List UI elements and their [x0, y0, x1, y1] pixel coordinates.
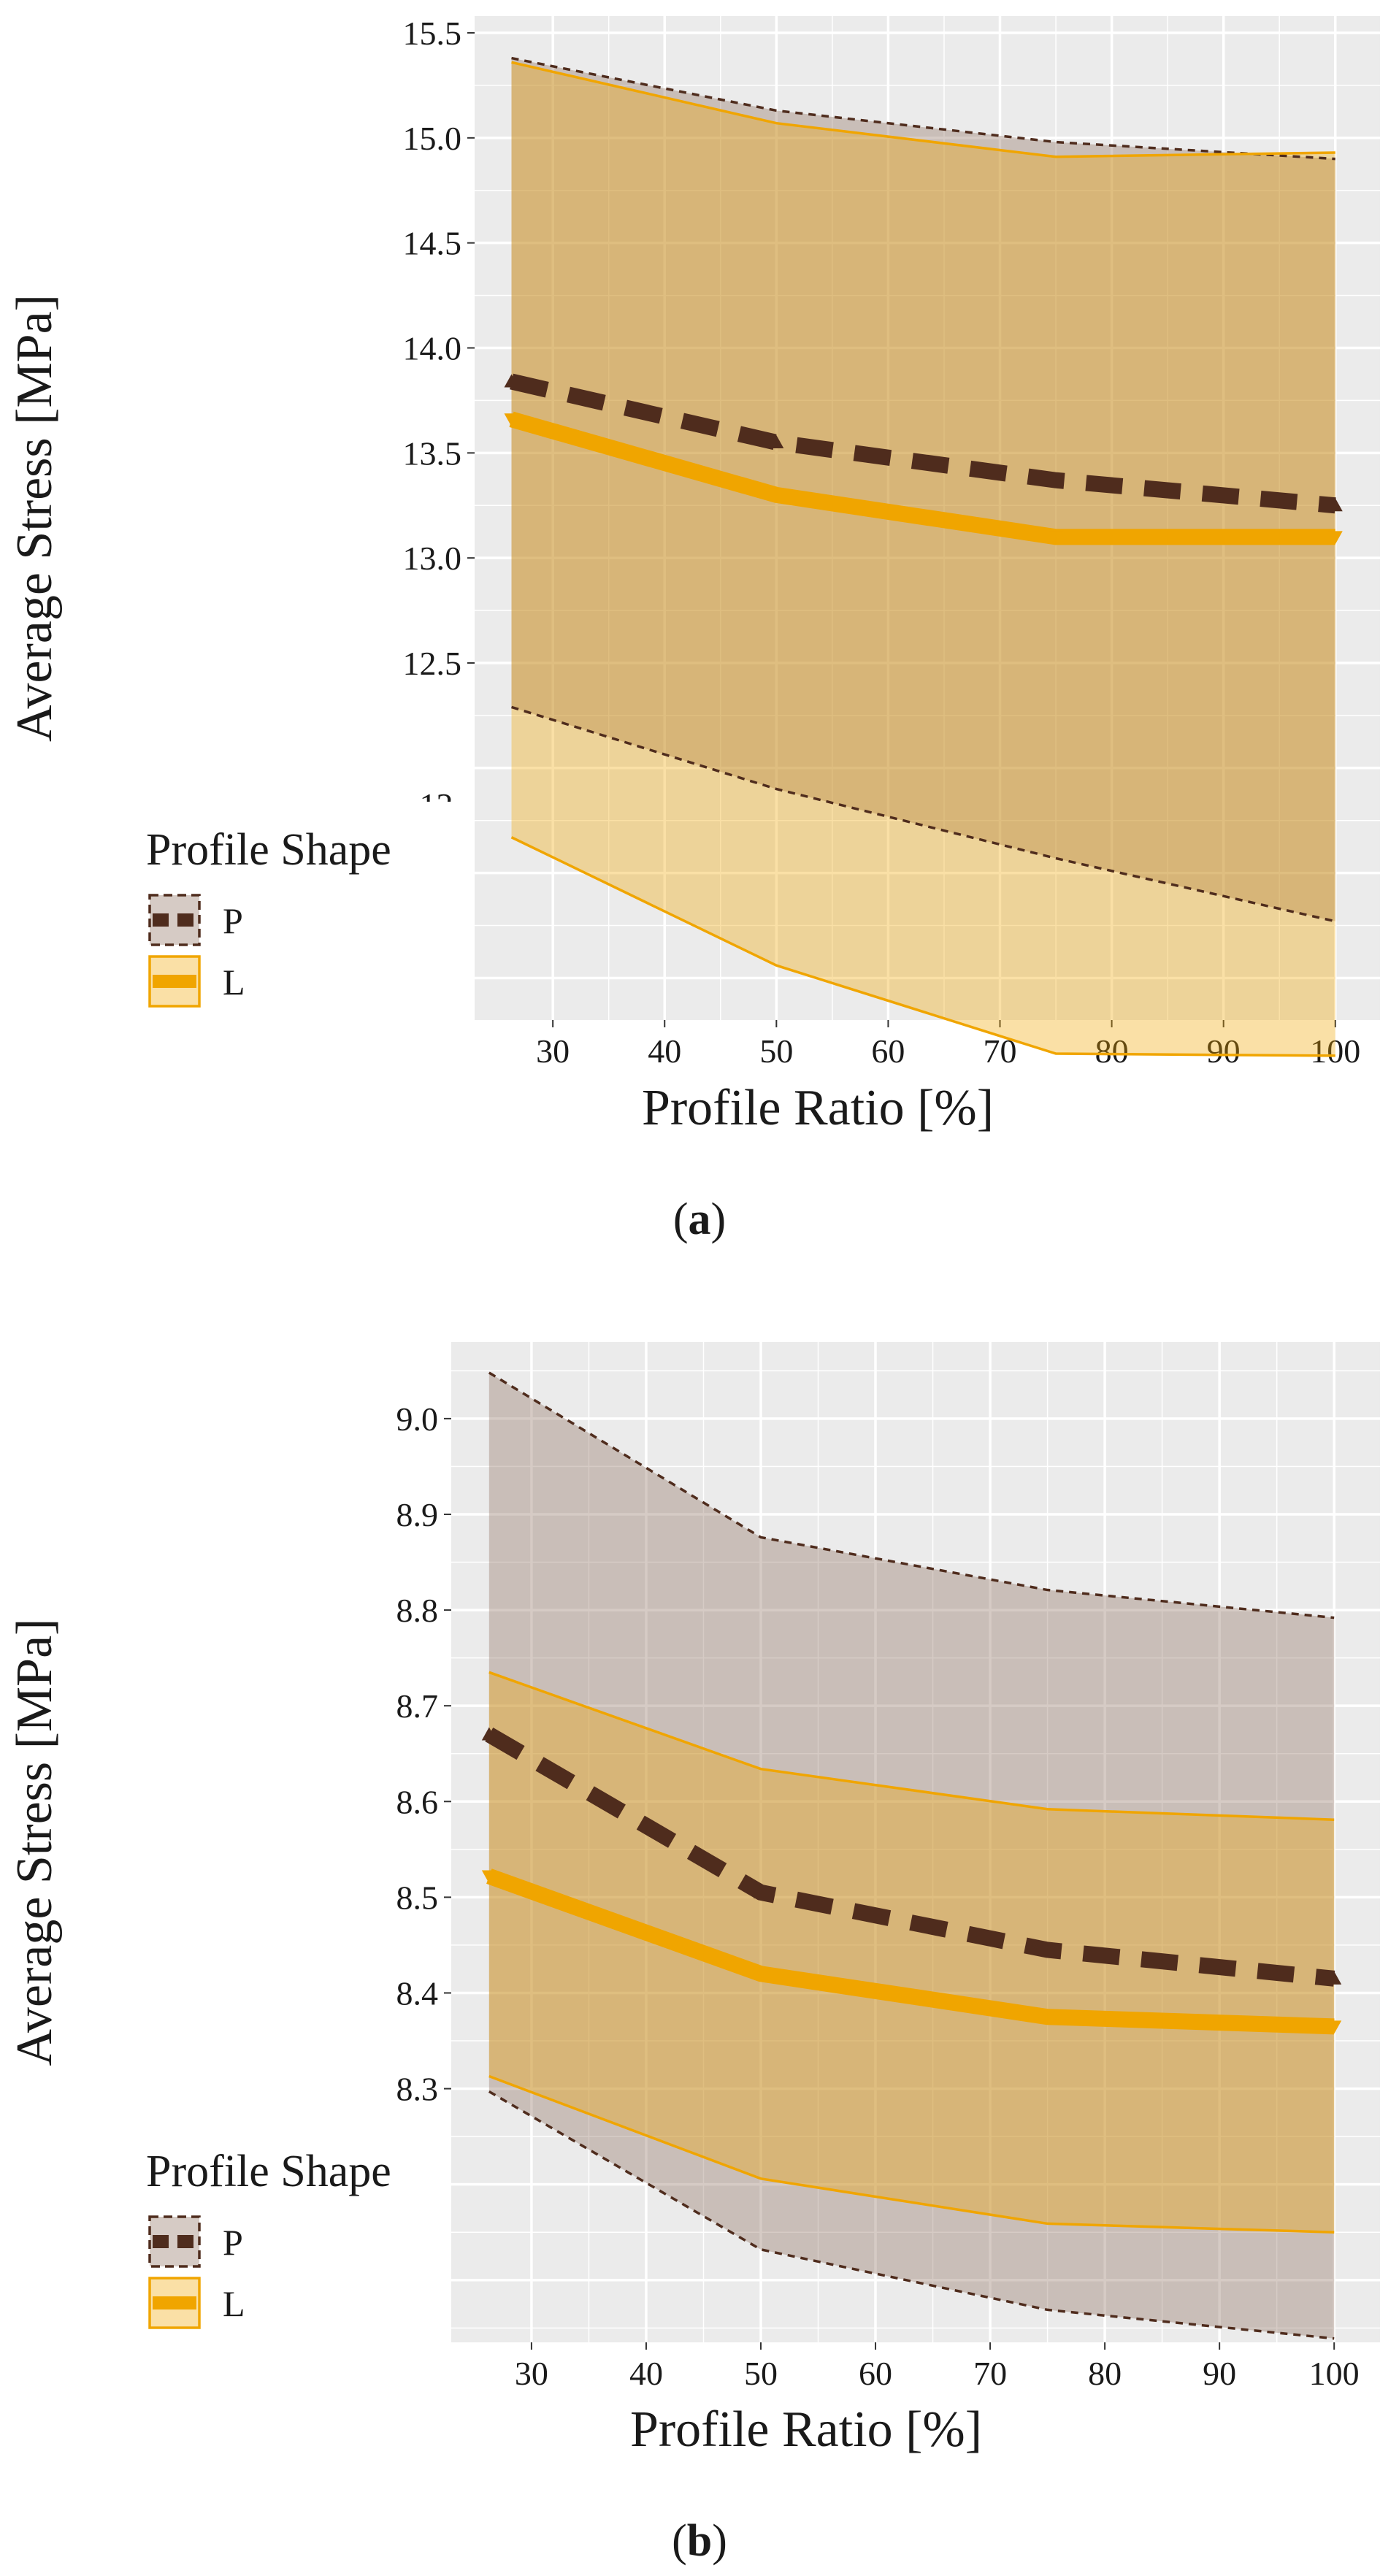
data-point-P — [1049, 472, 1064, 486]
ribbon-L — [511, 62, 1335, 1056]
panel-caption: (b) — [672, 2516, 727, 2566]
y-tick-label: 13.5 — [403, 434, 462, 472]
plot-background — [451, 1342, 1380, 2342]
data-point-P — [1040, 1942, 1055, 1956]
data-point-P — [754, 1885, 768, 1898]
legend: Profile Shape PL — [99, 802, 469, 1025]
ribbon-lower-line-P — [511, 705, 1336, 923]
y-tick-label: 12.5 — [403, 645, 462, 682]
legend-label-L: L — [223, 962, 245, 1003]
y-tick-label: 15.0 — [403, 120, 462, 157]
y-axis-title: Average Stress [MPa] — [7, 1619, 63, 2066]
data-point-L — [1327, 531, 1343, 545]
ribbon-upper-line-L — [511, 61, 1335, 158]
legend-label-P: P — [223, 2222, 243, 2263]
data-point-L — [1040, 2011, 1055, 2025]
x-tick-label: 60 — [871, 1032, 905, 1070]
x-tick-label: 100 — [1310, 1032, 1360, 1070]
x-tick-label: 30 — [536, 1032, 570, 1070]
panel-caption: (a) — [673, 1195, 726, 1244]
legend-title: Profile Shape — [146, 825, 391, 875]
x-tick-label: 40 — [629, 2355, 663, 2392]
ribbon-P — [488, 1372, 1335, 2339]
chart-panel-b: 30 40 50 60 70 80 90 100 8.3 8.4 8.5 8.6 8.7 8.8 8.9 9.… — [7, 1342, 1380, 2566]
x-tick-label: 80 — [1088, 2355, 1122, 2392]
data-point-L — [1327, 2020, 1342, 2034]
ribbon-P — [511, 58, 1335, 921]
y-tick-label: 8.9 — [396, 1496, 439, 1533]
legend-title: Profile Shape — [146, 2147, 391, 2196]
data-point-P — [481, 1727, 497, 1741]
mean-line-L — [509, 411, 1335, 545]
data-point-P — [504, 374, 519, 388]
y-tick-label: 8.5 — [396, 1879, 439, 1916]
mean-line-P — [510, 373, 1336, 514]
y-tick-label: 8.7 — [396, 1687, 439, 1725]
x-tick-label: 100 — [1309, 2355, 1360, 2392]
x-tick-label: 70 — [973, 2355, 1007, 2392]
legend-label-P: P — [223, 900, 243, 941]
data-point-L — [769, 488, 784, 502]
y-tick-label: 8.8 — [396, 1592, 439, 1629]
data-point-P — [1327, 1971, 1342, 1985]
data-point-L — [1049, 531, 1064, 545]
y-axis-title: Average Stress [MPa] — [7, 294, 63, 742]
x-axis-title: Profile Ratio [%] — [630, 2401, 982, 2458]
data-point-L — [754, 1968, 768, 1982]
y-tick-label: 8.3 — [396, 2071, 439, 2108]
x-tick-label: 50 — [744, 2355, 778, 2392]
x-tick-label: 40 — [648, 1032, 681, 1070]
y-tick-label: 14.0 — [403, 329, 462, 367]
x-axis-title: Profile Ratio [%] — [642, 1080, 994, 1136]
data-point-L — [481, 1870, 497, 1884]
y-tick-label: 8.4 — [396, 1974, 439, 2012]
chart-panel-a: 30 40 50 60 70 80 90 10012.513.013.514.014.515.… — [7, 15, 1380, 1244]
x-tick-label: 30 — [515, 2355, 548, 2392]
x-tick-label: 50 — [759, 1032, 793, 1070]
legend: Profile Shape PL — [99, 2123, 448, 2357]
ribbon-lower-line-L — [488, 2074, 1335, 2234]
x-tick-label: 90 — [1203, 2355, 1236, 2392]
x-tick-label: 80 — [1095, 1032, 1129, 1070]
ribbon-lower-line-P — [488, 2090, 1335, 2340]
legend-label-L: L — [223, 2283, 245, 2324]
y-tick-label: 14.5 — [403, 225, 462, 262]
data-point-P — [1327, 498, 1343, 512]
ribbon-upper-line-P — [511, 56, 1335, 161]
y-tick-label: 13.0 — [403, 540, 462, 577]
data-point-L — [504, 413, 519, 427]
x-tick-label: 60 — [859, 2355, 892, 2392]
ribbon-upper-line-L — [488, 1671, 1335, 1821]
data-point-P — [769, 434, 784, 448]
ribbon-lower-line-L — [510, 836, 1335, 1057]
y-tick-label: 9.0 — [396, 1400, 439, 1438]
mean-line-L — [486, 1868, 1335, 2035]
x-tick-label: 90 — [1207, 1032, 1241, 1070]
y-tick-label: 15.5 — [403, 15, 462, 52]
y-tick-label: 8.6 — [396, 1783, 439, 1820]
ribbon-upper-line-P — [488, 1371, 1335, 1619]
